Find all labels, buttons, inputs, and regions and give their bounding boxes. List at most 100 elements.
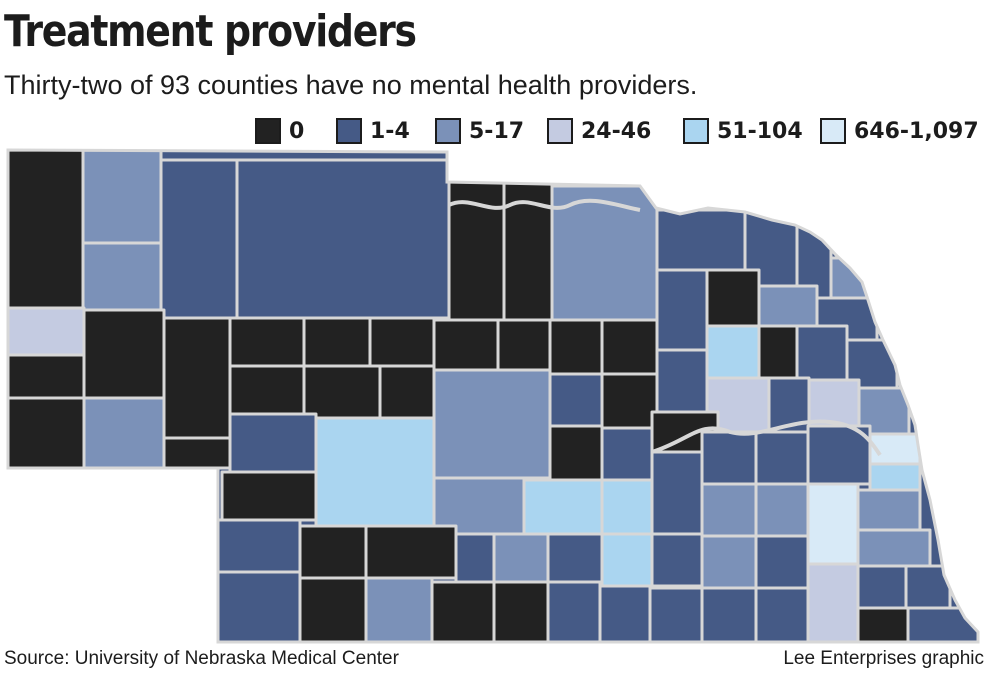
legend-swatch-1-4 — [336, 118, 362, 144]
county — [754, 482, 810, 538]
legend-item-1-4: 1-4 — [336, 115, 410, 147]
county — [546, 580, 602, 642]
county — [754, 586, 810, 642]
county — [81, 150, 163, 245]
legend-swatch-0 — [255, 118, 281, 144]
county — [856, 564, 908, 610]
county — [228, 412, 318, 474]
credit-note: Lee Enterprises graphic — [783, 648, 984, 669]
county — [8, 306, 86, 357]
county — [806, 424, 872, 486]
legend-item-646-1097: 646-1,097 — [820, 115, 979, 147]
page-title: Treatment providers — [4, 6, 417, 57]
legend-swatch-24-46 — [547, 118, 573, 144]
county — [700, 430, 758, 486]
county — [757, 324, 799, 380]
county — [705, 268, 761, 328]
county — [298, 576, 368, 642]
legend: 0 1-4 5-17 24-46 51-104 646-1,097 — [0, 115, 990, 147]
county — [600, 478, 654, 536]
county — [650, 532, 704, 588]
county — [700, 482, 758, 538]
county — [228, 316, 306, 368]
county — [648, 586, 704, 642]
county — [546, 532, 604, 584]
county — [159, 158, 239, 320]
county — [302, 316, 372, 368]
county — [235, 158, 451, 320]
county — [655, 268, 709, 352]
legend-item-5-17: 5-17 — [435, 115, 524, 147]
county — [492, 532, 550, 584]
county — [430, 580, 496, 642]
county — [868, 432, 922, 466]
county — [705, 324, 761, 380]
county — [757, 284, 819, 328]
legend-label-646-1097: 646-1,097 — [854, 118, 979, 144]
county — [807, 378, 861, 428]
county — [868, 462, 922, 492]
county — [700, 534, 758, 590]
county — [432, 318, 500, 372]
county — [856, 528, 932, 568]
source-note: Source: University of Nebraska Medical C… — [4, 648, 399, 669]
platte-river — [651, 419, 882, 457]
niobrara-river — [448, 198, 641, 212]
county — [82, 308, 166, 400]
legend-item-51-104: 51-104 — [683, 115, 803, 147]
legend-item-0: 0 — [255, 115, 304, 147]
county — [600, 372, 659, 430]
state-outline — [6, 148, 980, 644]
county — [162, 436, 232, 470]
county — [650, 450, 704, 536]
county — [700, 586, 758, 642]
county — [496, 318, 552, 372]
legend-label-24-46: 24-46 — [581, 118, 652, 144]
legend-item-24-46: 24-46 — [547, 115, 651, 147]
legend-swatch-5-17 — [435, 118, 461, 144]
county — [548, 424, 604, 482]
county — [432, 368, 552, 480]
county — [82, 396, 166, 470]
county — [162, 316, 232, 440]
county — [856, 606, 910, 642]
county — [8, 353, 86, 400]
legend-swatch-51-104 — [683, 118, 709, 144]
county — [600, 318, 659, 376]
county — [364, 576, 434, 642]
county — [378, 364, 436, 420]
county — [815, 296, 879, 342]
county — [806, 562, 860, 642]
county — [548, 372, 604, 428]
county — [8, 150, 85, 310]
county — [216, 518, 302, 574]
county — [906, 606, 978, 642]
county — [598, 584, 652, 642]
county — [600, 532, 654, 588]
county — [364, 524, 458, 580]
county — [81, 241, 163, 312]
county — [220, 470, 318, 522]
legend-swatch-646-1097 — [820, 118, 846, 144]
county — [795, 324, 849, 382]
legend-label-5-17: 5-17 — [469, 118, 525, 144]
county — [302, 364, 382, 420]
county — [806, 482, 860, 566]
county — [368, 316, 436, 368]
legend-label-1-4: 1-4 — [370, 118, 410, 144]
county — [492, 580, 550, 642]
county — [228, 364, 306, 416]
county — [655, 208, 747, 272]
legend-label-0: 0 — [289, 118, 305, 144]
county — [8, 396, 86, 470]
county — [856, 488, 922, 532]
county — [522, 478, 604, 536]
county — [600, 426, 659, 482]
county — [754, 430, 810, 486]
county — [314, 416, 436, 528]
legend-label-51-104: 51-104 — [717, 118, 803, 144]
county — [216, 570, 302, 642]
county — [298, 524, 368, 580]
county — [655, 348, 709, 414]
page-subtitle: Thirty-two of 93 counties have no mental… — [4, 70, 698, 100]
